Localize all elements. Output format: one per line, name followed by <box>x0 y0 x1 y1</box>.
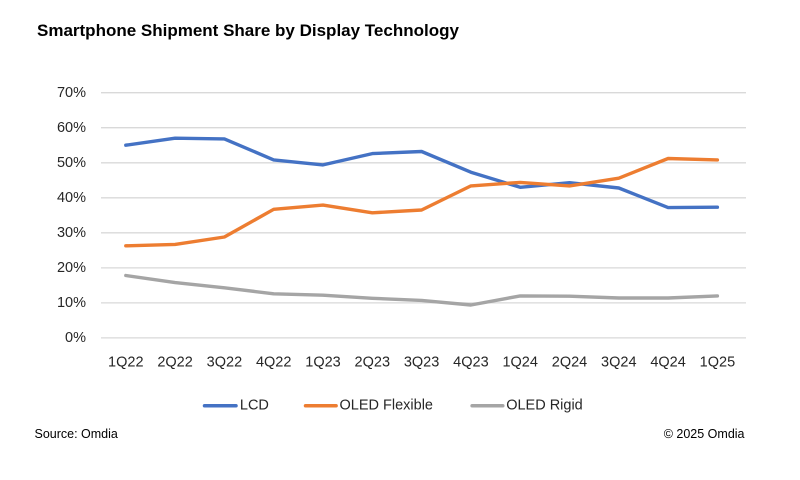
svg-text:20%: 20% <box>57 260 86 276</box>
svg-text:10%: 10% <box>57 295 86 311</box>
svg-text:OLED Rigid: OLED Rigid <box>506 398 583 414</box>
svg-text:1Q25: 1Q25 <box>700 354 735 370</box>
svg-text:1Q22: 1Q22 <box>108 354 143 370</box>
svg-text:40%: 40% <box>57 190 86 206</box>
svg-text:4Q23: 4Q23 <box>453 354 488 370</box>
svg-text:LCD: LCD <box>240 398 269 414</box>
svg-text:50%: 50% <box>57 155 86 171</box>
svg-text:1Q24: 1Q24 <box>502 354 537 370</box>
svg-text:1Q23: 1Q23 <box>305 354 340 370</box>
svg-text:0%: 0% <box>65 330 86 346</box>
svg-text:30%: 30% <box>57 225 86 241</box>
svg-text:4Q24: 4Q24 <box>650 354 685 370</box>
svg-text:2Q24: 2Q24 <box>552 354 587 370</box>
svg-text:Smartphone Shipment Share by D: Smartphone Shipment Share by Display Tec… <box>37 21 459 40</box>
svg-text:Source: Omdia: Source: Omdia <box>35 427 118 441</box>
svg-text:70%: 70% <box>57 85 86 101</box>
svg-text:2Q23: 2Q23 <box>355 354 390 370</box>
svg-text:4Q22: 4Q22 <box>256 354 291 370</box>
svg-text:OLED Flexible: OLED Flexible <box>340 398 433 414</box>
svg-text:2Q22: 2Q22 <box>157 354 192 370</box>
svg-text:60%: 60% <box>57 120 86 136</box>
svg-text:3Q24: 3Q24 <box>601 354 636 370</box>
svg-text:3Q23: 3Q23 <box>404 354 439 370</box>
svg-text:© 2025 Omdia: © 2025 Omdia <box>664 427 745 441</box>
svg-text:3Q22: 3Q22 <box>207 354 242 370</box>
